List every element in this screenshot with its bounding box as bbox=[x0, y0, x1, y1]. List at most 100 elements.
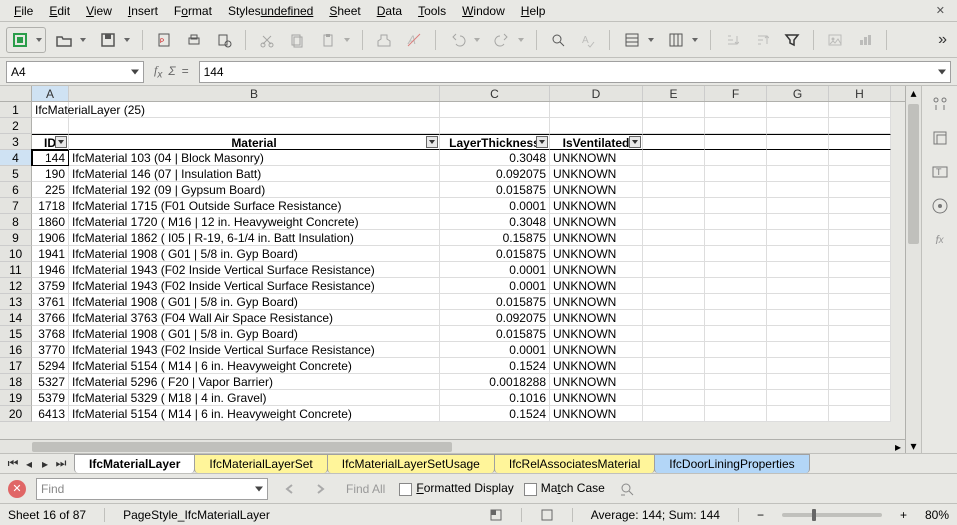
cell[interactable]: 0.0001 bbox=[440, 342, 550, 358]
cell[interactable]: IfcMaterial 1908 ( G01 | 5/8 in. Gyp Boa… bbox=[69, 294, 440, 310]
col-header-H[interactable]: H bbox=[829, 86, 891, 101]
sort-asc-button[interactable] bbox=[719, 27, 745, 53]
cell[interactable]: Material bbox=[69, 134, 440, 150]
formula-input[interactable]: 144 bbox=[199, 61, 951, 83]
cell[interactable] bbox=[705, 342, 767, 358]
cell[interactable]: 144 bbox=[32, 150, 69, 166]
row-header[interactable]: 13 bbox=[0, 294, 32, 310]
cell[interactable] bbox=[643, 102, 705, 118]
cell[interactable]: 0.015875 bbox=[440, 182, 550, 198]
cell[interactable]: UNKNOWN bbox=[550, 182, 643, 198]
cell[interactable]: IfcMaterial 1720 ( M16 | 12 in. Heavywei… bbox=[69, 214, 440, 230]
row-header[interactable]: 5 bbox=[0, 166, 32, 182]
cell[interactable]: UNKNOWN bbox=[550, 310, 643, 326]
cell[interactable]: 0.15875 bbox=[440, 230, 550, 246]
cell[interactable]: IfcMaterial 5154 ( M14 | 6 in. Heavyweig… bbox=[69, 406, 440, 422]
cell[interactable] bbox=[705, 326, 767, 342]
autofilter-button[interactable] bbox=[779, 27, 805, 53]
filter-dropdown-icon[interactable] bbox=[536, 136, 548, 148]
sheet-tab[interactable]: IfcMaterialLayerSetUsage bbox=[327, 454, 495, 473]
row-header[interactable]: 12 bbox=[0, 278, 32, 294]
find-next-button[interactable] bbox=[310, 482, 332, 496]
cell[interactable] bbox=[829, 118, 891, 134]
find-close-button[interactable]: ✕ bbox=[8, 480, 26, 498]
cell[interactable] bbox=[829, 166, 891, 182]
cell[interactable] bbox=[550, 102, 643, 118]
cell[interactable] bbox=[829, 374, 891, 390]
cell[interactable]: 0.1524 bbox=[440, 358, 550, 374]
open-button[interactable] bbox=[50, 27, 90, 53]
window-close-icon[interactable]: ✕ bbox=[930, 4, 951, 17]
menu-window[interactable]: Window bbox=[454, 2, 513, 20]
zoom-slider[interactable] bbox=[782, 513, 882, 517]
sheet-tab[interactable]: IfcDoorLiningProperties bbox=[654, 454, 809, 473]
print-preview-button[interactable] bbox=[211, 27, 237, 53]
cell[interactable]: UNKNOWN bbox=[550, 198, 643, 214]
cell[interactable] bbox=[643, 358, 705, 374]
match-case-checkbox[interactable]: Match Case bbox=[524, 481, 605, 495]
cell[interactable] bbox=[829, 390, 891, 406]
new-doc-button[interactable] bbox=[6, 27, 46, 53]
cell[interactable] bbox=[829, 102, 891, 118]
cell[interactable] bbox=[829, 326, 891, 342]
cell[interactable] bbox=[643, 166, 705, 182]
cell[interactable] bbox=[643, 198, 705, 214]
cell[interactable] bbox=[767, 406, 829, 422]
tab-first-icon[interactable]: ⏮ bbox=[6, 457, 20, 471]
cell[interactable]: UNKNOWN bbox=[550, 406, 643, 422]
col-header-F[interactable]: F bbox=[705, 86, 767, 101]
col-header-G[interactable]: G bbox=[767, 86, 829, 101]
cell[interactable]: 3770 bbox=[32, 342, 69, 358]
tab-prev-icon[interactable]: ◂ bbox=[22, 457, 36, 471]
zoom-out-icon[interactable]: − bbox=[757, 508, 764, 522]
cell[interactable] bbox=[767, 230, 829, 246]
cell[interactable]: 225 bbox=[32, 182, 69, 198]
menu-styles[interactable]: Stylesundefined bbox=[220, 2, 321, 20]
cell[interactable] bbox=[767, 262, 829, 278]
row-header[interactable]: 9 bbox=[0, 230, 32, 246]
cell[interactable] bbox=[643, 262, 705, 278]
cell[interactable] bbox=[705, 214, 767, 230]
cell[interactable] bbox=[705, 262, 767, 278]
cell[interactable]: IfcMaterial 192 (09 | Gypsum Board) bbox=[69, 182, 440, 198]
row-header[interactable]: 3 bbox=[0, 134, 32, 150]
row-header[interactable]: 8 bbox=[0, 214, 32, 230]
cell[interactable]: IfcMaterial 1943 (F02 Inside Vertical Su… bbox=[69, 262, 440, 278]
cell[interactable] bbox=[705, 374, 767, 390]
cell[interactable] bbox=[643, 342, 705, 358]
sheet-tab[interactable]: IfcMaterialLayerSet bbox=[194, 454, 327, 473]
print-button[interactable] bbox=[181, 27, 207, 53]
cell[interactable] bbox=[643, 278, 705, 294]
find-input[interactable]: Find bbox=[36, 478, 268, 500]
spellcheck-button[interactable]: A bbox=[575, 27, 601, 53]
cell[interactable]: UNKNOWN bbox=[550, 278, 643, 294]
row-header[interactable]: 10 bbox=[0, 246, 32, 262]
cell[interactable] bbox=[705, 358, 767, 374]
row-header[interactable]: 7 bbox=[0, 198, 32, 214]
col-header-E[interactable]: E bbox=[643, 86, 705, 101]
vertical-scrollbar[interactable]: ▴ ▾ bbox=[905, 86, 921, 453]
cell[interactable]: 0.015875 bbox=[440, 246, 550, 262]
horizontal-scrollbar[interactable]: ▸ bbox=[32, 440, 905, 454]
cell[interactable]: UNKNOWN bbox=[550, 294, 643, 310]
export-pdf-button[interactable]: P bbox=[151, 27, 177, 53]
cell[interactable] bbox=[767, 358, 829, 374]
cell[interactable] bbox=[829, 358, 891, 374]
cell[interactable]: IfcMaterial 5296 ( F20 | Vapor Barrier) bbox=[69, 374, 440, 390]
cell[interactable] bbox=[767, 294, 829, 310]
select-all-corner[interactable] bbox=[0, 86, 32, 101]
cell[interactable]: LayerThickness bbox=[440, 134, 550, 150]
cell[interactable]: UNKNOWN bbox=[550, 358, 643, 374]
row-header[interactable]: 18 bbox=[0, 374, 32, 390]
row-header[interactable]: 14 bbox=[0, 310, 32, 326]
cell[interactable]: IfcMaterial 103 (04 | Block Masonry) bbox=[69, 150, 440, 166]
sidebar-styles-icon[interactable] bbox=[928, 126, 952, 150]
menu-edit[interactable]: Edit bbox=[41, 2, 78, 20]
cell[interactable]: 0.0001 bbox=[440, 278, 550, 294]
cell[interactable]: IfcMaterial 1908 ( G01 | 5/8 in. Gyp Boa… bbox=[69, 246, 440, 262]
cell[interactable] bbox=[643, 406, 705, 422]
cell[interactable] bbox=[705, 230, 767, 246]
cell[interactable]: 0.015875 bbox=[440, 294, 550, 310]
row-header[interactable]: 11 bbox=[0, 262, 32, 278]
cell[interactable] bbox=[767, 326, 829, 342]
